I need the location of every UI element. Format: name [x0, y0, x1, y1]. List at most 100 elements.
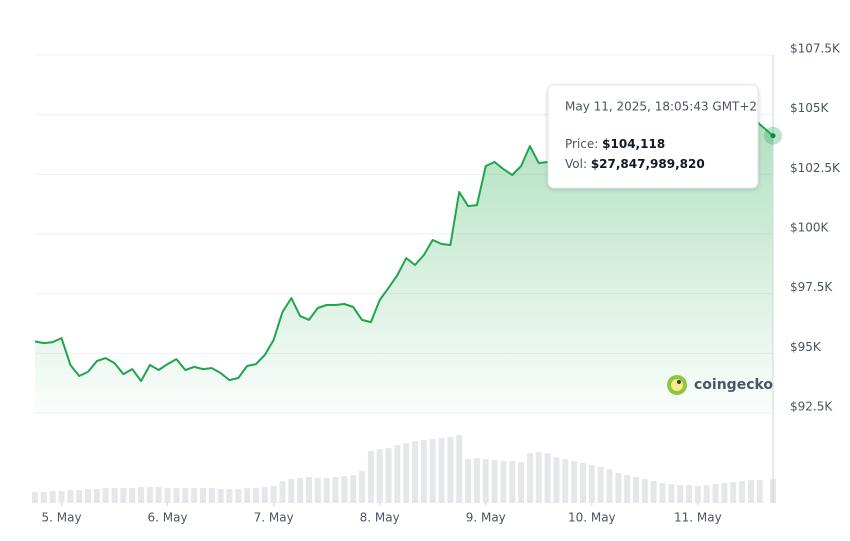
volume-bar — [120, 488, 127, 503]
x-tick-label: 6. May — [148, 511, 188, 525]
volume-bar — [641, 479, 648, 503]
axes: $92.5K $95K $97.5K $100K $102.5K $105K $107.5K… — [41, 42, 841, 525]
volume-bar — [138, 487, 145, 503]
watermark-logo — [677, 380, 681, 384]
y-tick-label: $107.5K — [790, 42, 841, 56]
y-tick-label: $92.5K — [790, 400, 833, 414]
volume-bar — [633, 477, 640, 503]
volume-bar — [747, 480, 754, 503]
volume-bar — [429, 439, 436, 503]
y-tick-label: $105K — [790, 101, 830, 115]
volume-bar — [191, 488, 198, 503]
volume-bar — [739, 481, 746, 503]
volume-bar — [332, 477, 339, 503]
x-tick-label: 9. May — [466, 511, 506, 525]
volume-bar — [412, 441, 419, 503]
volume-bar — [49, 491, 56, 503]
volume-bar — [93, 489, 100, 503]
volume-bar — [465, 459, 472, 503]
volume-bar — [509, 461, 516, 503]
volume-bar — [606, 469, 613, 503]
volume-bar — [350, 475, 357, 503]
volume-bar — [491, 460, 498, 503]
tooltip-vol: Vol: $27,847,989,820 — [565, 157, 705, 171]
volume-bar — [721, 483, 728, 503]
tooltip-box — [547, 84, 759, 189]
volume-bar — [270, 486, 277, 503]
volume-bar — [456, 435, 463, 503]
watermark-text: coingecko — [694, 377, 773, 393]
volume-bar — [677, 485, 684, 503]
volume-bar — [111, 488, 118, 503]
volume-bar — [571, 461, 578, 503]
volume-bar — [279, 481, 286, 503]
volume-bar — [208, 488, 215, 503]
tooltip-price-value: $104,118 — [602, 137, 665, 151]
tooltip-date: May 11, 2025, 18:05:43 GMT+2 — [565, 100, 757, 114]
volume-bar — [217, 489, 224, 503]
volume-bar — [146, 487, 153, 503]
volume-bar — [314, 478, 321, 503]
volume-bar — [579, 463, 586, 503]
volume-bar — [182, 488, 189, 503]
tooltip-price-label: Price: — [565, 137, 598, 151]
volume-bar — [76, 490, 83, 503]
volume-bar — [597, 467, 604, 503]
volume-bar — [173, 488, 180, 503]
hover-point — [770, 133, 776, 139]
volume-bar — [235, 489, 242, 503]
volume-bar — [668, 484, 675, 503]
volume-bar — [694, 486, 701, 503]
volume-bar — [32, 492, 38, 503]
volume-bar — [359, 471, 366, 503]
volume-bar — [252, 488, 259, 503]
y-tick-label: $102.5K — [790, 161, 841, 175]
volume-bar — [650, 481, 657, 503]
volume-bar — [341, 476, 348, 503]
volume-bar — [305, 477, 312, 503]
volume-bar — [712, 484, 719, 503]
y-tick-label: $95K — [790, 340, 822, 354]
volume-bar — [297, 478, 304, 503]
volume-bar — [403, 443, 410, 503]
watermark-logo — [671, 379, 683, 391]
volume-bar — [553, 457, 560, 503]
volume-bar — [226, 489, 233, 503]
x-tick-label: 5. May — [41, 511, 81, 525]
volume-bar — [526, 453, 533, 503]
volume-bar — [482, 459, 489, 503]
y-tick-label: $100K — [790, 221, 830, 235]
volume-bar — [703, 485, 710, 503]
volume-bar — [85, 489, 92, 503]
volume-bar — [367, 451, 374, 503]
volume-bar — [129, 488, 136, 503]
volume-bar — [67, 490, 74, 503]
volume-bar — [659, 483, 666, 503]
volume-bar — [261, 487, 268, 503]
volume-bars — [32, 435, 776, 503]
volume-bar — [686, 485, 693, 503]
volume-bar — [518, 462, 525, 503]
watermark: coingecko — [667, 375, 773, 395]
volume-bar — [376, 449, 383, 503]
tooltip-price: Price: $104,118 — [565, 137, 665, 151]
volume-bar — [535, 452, 542, 503]
volume-bar — [730, 482, 737, 503]
volume-bar — [40, 492, 47, 503]
x-tick-label: 7. May — [254, 511, 294, 525]
volume-bar — [244, 488, 251, 503]
volume-bar — [394, 445, 401, 503]
volume-bar — [199, 488, 206, 503]
hover — [764, 126, 782, 145]
volume-bar — [544, 453, 551, 503]
volume-bar — [473, 458, 480, 503]
volume-bar — [615, 473, 622, 503]
volume-bar — [588, 465, 595, 503]
volume-bar — [58, 491, 65, 503]
volume-bar — [447, 437, 454, 503]
volume-bar — [155, 487, 162, 503]
volume-bar — [288, 479, 295, 503]
tooltip-vol-value: $27,847,989,820 — [591, 157, 705, 171]
